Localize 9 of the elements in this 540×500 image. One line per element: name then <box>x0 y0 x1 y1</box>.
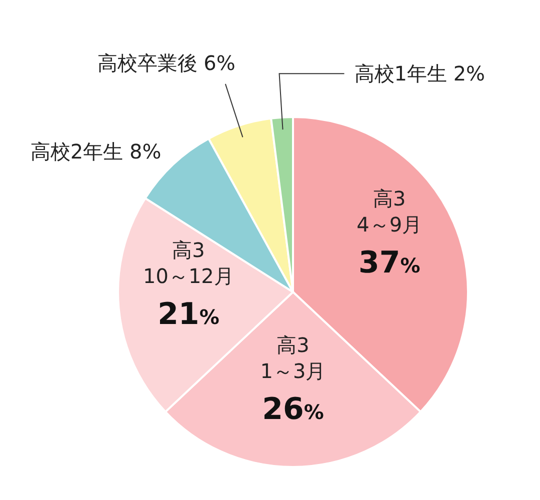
slice-label: 高3 1～3月 <box>260 333 326 383</box>
data-label: 37% <box>358 245 420 280</box>
slice-label: 高校1年生 2% <box>354 62 486 86</box>
slice-label: 高校2年生 8% <box>30 140 162 164</box>
slice-label: 高校卒業後 6% <box>97 50 236 75</box>
slice-label: 高3 4～9月 <box>356 186 422 236</box>
data-label: 26% <box>262 392 324 427</box>
data-label: 21% <box>158 296 220 332</box>
slice-label: 高3 10～12月 <box>143 238 234 288</box>
